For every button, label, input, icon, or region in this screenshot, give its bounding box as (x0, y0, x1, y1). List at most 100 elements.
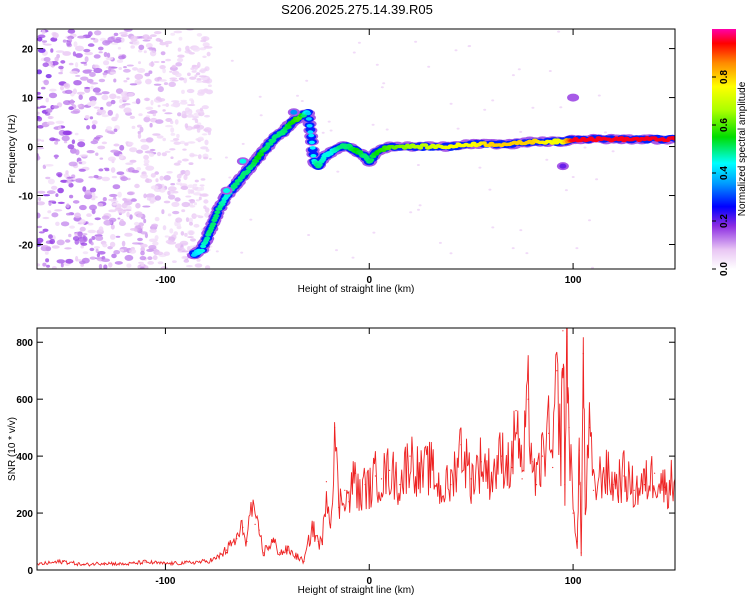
spectrogram-noise-cell (99, 157, 104, 160)
spectrogram-noise-cell (111, 42, 119, 45)
spectrogram-noise-cell (100, 107, 104, 110)
spectrogram-noise-cell (164, 235, 170, 238)
snr-data-point (664, 486, 666, 488)
spectrogram-noise-cell (64, 247, 72, 250)
spectrogram-noise-cell (161, 209, 165, 215)
colorbar-gradient (712, 29, 736, 269)
spectrogram-noise-cell (40, 245, 49, 252)
spectrogram-noise-cell (154, 216, 160, 222)
snr-data-point (295, 555, 297, 557)
spectrogram-noise-cell (137, 213, 143, 218)
spectrogram-noise-cell (296, 94, 299, 97)
spectrogram-noise-cell (75, 62, 79, 68)
spectrogram-noise-cell (134, 183, 140, 189)
spectrogram-noise-cell (77, 35, 86, 39)
spectrogram-noise-cell (215, 250, 219, 253)
spectrogram-noise-cell (179, 140, 186, 145)
spectrogram-noise-cell (187, 236, 194, 239)
spectrogram-blob (290, 109, 298, 115)
spectrogram-noise-cell (143, 97, 151, 101)
spectrogram-noise-cell (113, 250, 121, 255)
spectrogram-noise-cell (67, 144, 75, 150)
spectrogram-noise-cell (40, 244, 49, 247)
spectrogram-ridge-cell (529, 141, 536, 145)
spectrogram-noise-cell (189, 76, 197, 80)
spectrogram-noise-cell (193, 214, 201, 217)
snr-data-point (531, 461, 533, 463)
spectrogram-noise-cell (176, 173, 182, 179)
spectrogram-noise-cell (90, 140, 99, 145)
spectrogram-noise-cell (109, 234, 116, 240)
spectrogram-noise-cell (143, 218, 147, 224)
spectrogram-noise-cell (98, 226, 104, 233)
spectrogram-noise-cell (165, 124, 173, 128)
spectrogram-noise-cell (194, 179, 199, 183)
spectrogram-noise-cell (144, 72, 151, 77)
spectrogram-noise-cell (123, 103, 131, 106)
spectrogram-noise-cell (142, 34, 150, 40)
spectrogram-noise-cell (228, 176, 232, 179)
spectrogram-noise-cell (129, 159, 137, 163)
spectrogram-noise-cell (170, 183, 176, 186)
spectrogram-noise-cell (51, 105, 59, 109)
spectrogram-noise-cell (203, 127, 212, 133)
spectrogram-noise-cell (80, 242, 88, 246)
spectrogram-noise-cell (519, 229, 523, 232)
spectrogram-noise-cell (45, 74, 52, 79)
spectrogram-noise-cell (409, 211, 413, 214)
spectrogram-noise-cell (89, 256, 97, 260)
snr-data-point (303, 560, 305, 563)
snr-data-point (568, 427, 570, 429)
snr-data-point (592, 489, 595, 491)
spectrogram-noise-cell (352, 51, 356, 54)
spectrogram-noise-cell (111, 253, 117, 259)
spectrogram-noise-cell (46, 264, 50, 268)
spectrogram-noise-cell (137, 131, 141, 135)
spectrogram-noise-cell (456, 127, 460, 130)
snr-data-point (633, 489, 635, 491)
spectrogram-noise-cell (104, 168, 110, 172)
spectrogram-noise-cell (37, 154, 40, 160)
spectrogram-noise-cell (159, 175, 164, 181)
snr-data-point (511, 466, 513, 469)
spectrogram-noise-cell (45, 176, 51, 180)
y-tick-label: 0 (27, 566, 33, 577)
spectrogram-ridge-cell (233, 182, 240, 186)
spectrogram-noise-cell (249, 218, 253, 221)
spectrogram-noise-cell (150, 173, 156, 178)
spectrogram-noise-cell (138, 113, 143, 117)
snr-data-point (560, 455, 562, 457)
spectrogram-noise-cell (195, 80, 203, 83)
spectrogram-ridge-cell (214, 210, 221, 215)
spectrogram-noise-cell (176, 133, 180, 139)
spectrogram-noise-cell (177, 222, 181, 228)
spectrogram-noise-cell (41, 86, 46, 90)
spectrogram-noise-cell (611, 150, 615, 153)
spectrogram-noise-cell (142, 39, 151, 42)
spectrogram-noise-cell (93, 174, 99, 179)
spectrogram-noise-cell (116, 171, 125, 175)
spectrogram-noise-cell (180, 170, 186, 175)
spectrogram-noise-cell (47, 210, 52, 214)
spectrogram-noise-cell (55, 139, 61, 142)
spectrogram-noise-cell (181, 158, 189, 162)
spectrogram-noise-cell (109, 217, 117, 223)
spectrogram-noise-cell (89, 82, 99, 85)
spectrogram-noise-cell (571, 176, 575, 178)
spectrogram-noise-cell (134, 73, 144, 80)
spectrogram-noise-cell (188, 162, 194, 166)
spectrogram-noise-cell (107, 109, 114, 116)
spectrogram-noise-cell (140, 231, 148, 235)
spectrogram-noise-cell (48, 234, 53, 240)
spectrogram-noise-cell (189, 205, 196, 208)
spectrogram-noise-cell (121, 202, 128, 209)
spectrogram-noise-cell (108, 262, 113, 268)
spectrogram-noise-cell (86, 125, 91, 130)
spectrogram-noise-cell (186, 246, 191, 251)
spectrogram-noise-cell (41, 139, 45, 142)
spectrogram-noise-cell (336, 170, 340, 173)
snr-data-point (242, 526, 244, 528)
spectrogram-noise-cell (94, 30, 102, 36)
spectrogram-noise-cell (175, 217, 183, 223)
spectrogram-noise-cell (149, 122, 153, 128)
